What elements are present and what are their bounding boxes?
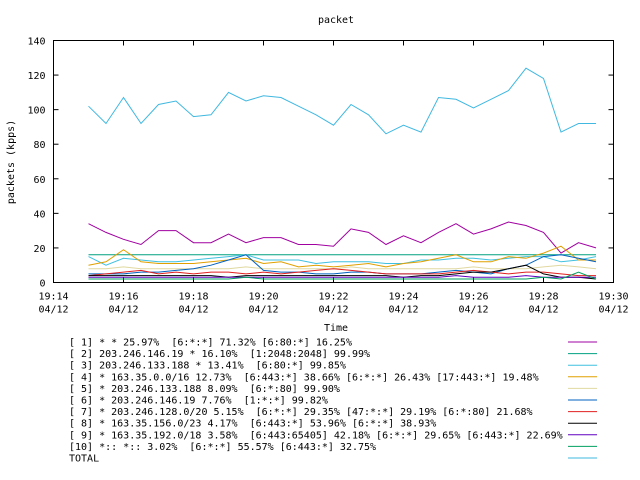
y-tick-label: 0 xyxy=(39,279,45,290)
x-axis-label: Time xyxy=(324,323,348,334)
legend-label: [10] *:: *:: 3.02% [6:*:*] 55.57% [6:443… xyxy=(69,442,376,453)
x-axis: 19:14 04/12 19:16 04/12 19:18 04/12 19:20 04/12… xyxy=(38,40,629,316)
y-axis-label: packets (kpps) xyxy=(6,120,17,204)
series-line-10 xyxy=(88,271,597,280)
series-line-5 xyxy=(88,264,597,270)
x-tick-date: 04/12 xyxy=(108,305,138,316)
legend-label: [ 4] * 163.35.0.0/16 12.73% [6:443:*] 38… xyxy=(69,372,539,383)
y-tick-label: 100 xyxy=(27,106,45,117)
legend-label: [ 2] 203.246.146.19 * 16.10% [1:2048:204… xyxy=(69,349,370,360)
series-line-3 xyxy=(88,254,597,266)
x-tick-label: 19:18 xyxy=(178,292,208,303)
series-line-7 xyxy=(88,268,596,277)
legend-label: [ 6] * 203.246.146.19 7.76% [1:*:*] 99.8… xyxy=(69,396,328,407)
x-tick-label: 19:14 xyxy=(38,292,68,303)
x-tick-label: 19:28 xyxy=(528,292,558,303)
x-tick-date: 04/12 xyxy=(528,305,558,316)
x-tick-date: 04/12 xyxy=(458,305,488,316)
x-tick-date: 04/12 xyxy=(388,305,418,316)
x-tick-date: 04/12 xyxy=(598,305,628,316)
x-tick-label: 19:20 xyxy=(248,292,278,303)
legend: [ 1] * * 25.97% [6:*:*] 71.32% [6:80:*] … xyxy=(69,338,597,465)
y-tick-label: 60 xyxy=(33,175,45,186)
series-lines xyxy=(88,67,597,280)
chart-title: packet xyxy=(318,15,354,26)
x-tick-label: 19:26 xyxy=(458,292,488,303)
x-tick-date: 04/12 xyxy=(38,305,68,316)
series-line-4 xyxy=(88,245,596,268)
legend-label: [ 1] * * 25.97% [6:*:*] 71.32% [6:80:*] … xyxy=(69,338,352,349)
legend-label: [ 9] * 163.35.192.0/18 3.58% [6:443:6540… xyxy=(69,430,563,441)
series-line-1 xyxy=(88,221,597,254)
x-tick-date: 04/12 xyxy=(318,305,348,316)
y-tick-label: 80 xyxy=(33,140,45,151)
x-tick-label: 19:22 xyxy=(318,292,348,303)
x-tick-label: 19:24 xyxy=(388,292,418,303)
series-line-8 xyxy=(88,264,597,280)
x-tick-date: 04/12 xyxy=(248,305,278,316)
legend-label: [ 7] * 203.246.128.0/20 5.15% [6:*:*] 29… xyxy=(69,407,533,418)
y-tick-label: 20 xyxy=(33,244,45,255)
y-tick-label: 140 xyxy=(27,37,45,48)
x-tick-label: 19:30 xyxy=(598,292,628,303)
y-axis: 0 20 40 60 80 100 120 140 xyxy=(27,37,614,290)
y-tick-label: 40 xyxy=(33,209,45,220)
x-tick-date: 04/12 xyxy=(178,305,208,316)
legend-label: [ 5] * 203.246.133.188 8.09% [6:*:80] 99… xyxy=(69,384,340,395)
series-line-11 xyxy=(88,67,596,135)
legend-label: [ 8] * 163.35.156.0/23 4.17% [6:443:*] 5… xyxy=(69,419,436,430)
y-tick-label: 120 xyxy=(27,71,45,82)
series-line-9 xyxy=(88,275,596,278)
x-tick-label: 19:16 xyxy=(108,292,138,303)
legend-label: TOTAL xyxy=(69,454,99,465)
legend-label: [ 3] 203.246.133.188 * 13.41% [6:80:*] 9… xyxy=(69,361,346,372)
